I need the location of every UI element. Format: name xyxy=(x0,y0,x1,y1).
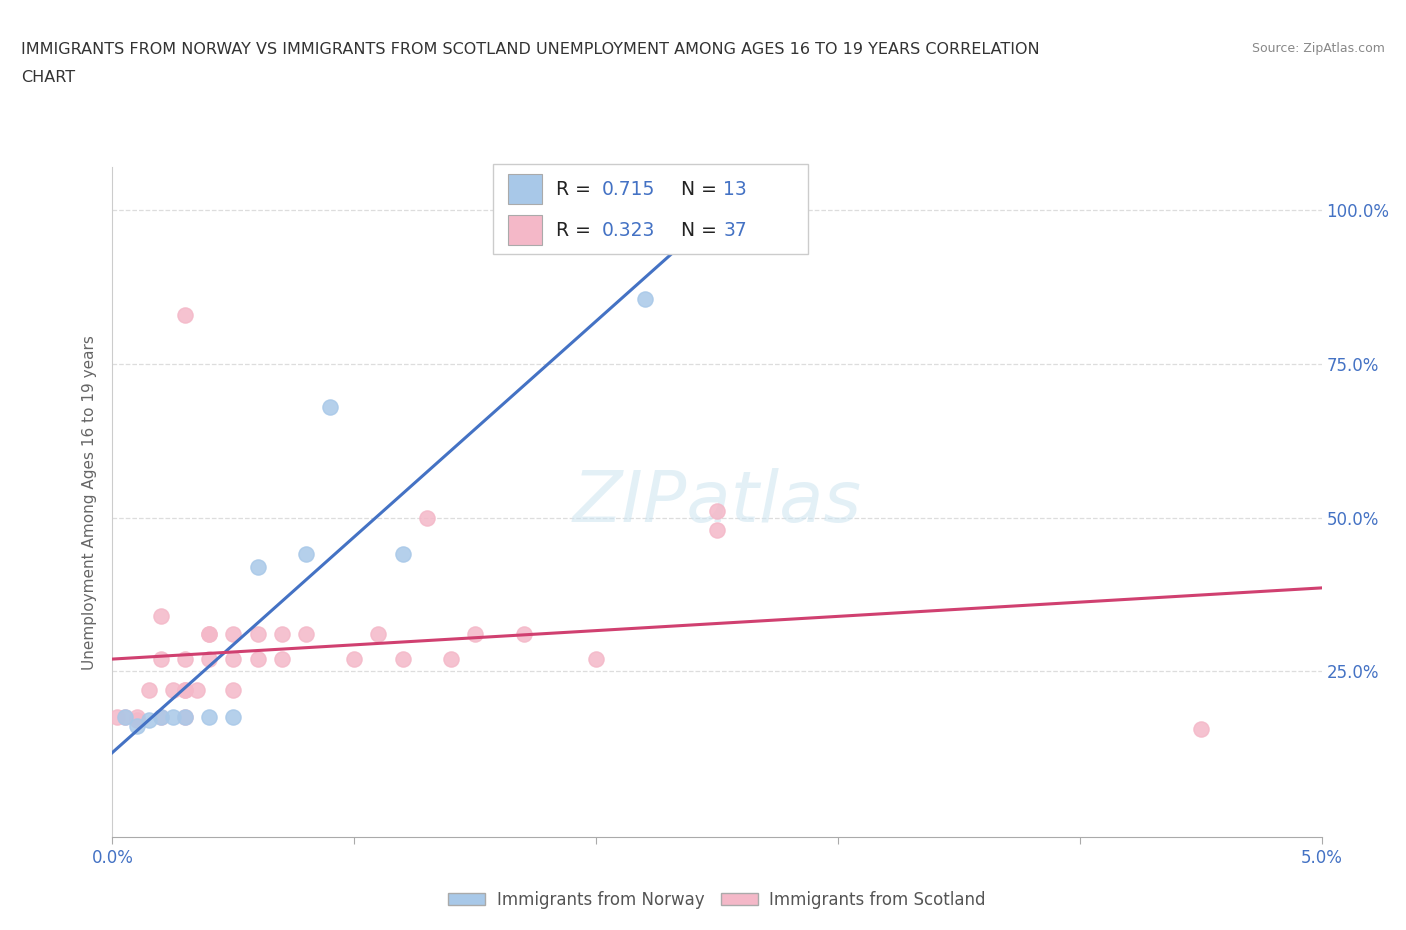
Point xyxy=(367,627,389,642)
Point xyxy=(149,651,172,666)
Point xyxy=(198,627,221,642)
Point xyxy=(138,682,160,697)
Y-axis label: Unemployment Among Ages 16 to 19 years: Unemployment Among Ages 16 to 19 years xyxy=(82,335,97,670)
Point xyxy=(512,627,534,642)
Point xyxy=(246,627,269,642)
Point xyxy=(319,400,342,415)
Point xyxy=(174,682,197,697)
Point xyxy=(295,627,318,642)
Text: 37: 37 xyxy=(723,220,747,240)
Text: ZIPatlas: ZIPatlas xyxy=(572,468,862,537)
Point xyxy=(222,710,245,724)
Point xyxy=(149,710,172,724)
Point xyxy=(391,547,413,562)
Point xyxy=(162,710,184,724)
Point xyxy=(222,682,245,697)
Point xyxy=(416,511,439,525)
Point xyxy=(174,651,197,666)
Point xyxy=(270,651,292,666)
Point xyxy=(138,712,160,727)
Point xyxy=(198,651,221,666)
FancyBboxPatch shape xyxy=(508,174,541,204)
Text: N =: N = xyxy=(662,179,723,199)
Point xyxy=(222,627,245,642)
FancyBboxPatch shape xyxy=(508,215,541,246)
Point xyxy=(585,651,607,666)
Text: 0.715: 0.715 xyxy=(602,179,655,199)
Text: R =: R = xyxy=(557,179,598,199)
Point xyxy=(149,710,172,724)
Point xyxy=(1189,722,1212,737)
Point xyxy=(270,627,292,642)
Point xyxy=(125,710,148,724)
Text: IMMIGRANTS FROM NORWAY VS IMMIGRANTS FROM SCOTLAND UNEMPLOYMENT AMONG AGES 16 TO: IMMIGRANTS FROM NORWAY VS IMMIGRANTS FRO… xyxy=(21,42,1039,57)
Point xyxy=(706,504,728,519)
Point xyxy=(125,719,148,734)
Point xyxy=(246,651,269,666)
Point xyxy=(174,710,197,724)
FancyBboxPatch shape xyxy=(494,164,807,255)
Point xyxy=(105,710,128,724)
Point xyxy=(440,651,463,666)
Point xyxy=(222,651,245,666)
Point xyxy=(633,292,655,307)
Point xyxy=(464,627,486,642)
Point xyxy=(114,710,136,724)
Point xyxy=(174,308,197,323)
Point xyxy=(198,710,221,724)
Point xyxy=(174,710,197,724)
Point xyxy=(343,651,366,666)
Point xyxy=(149,608,172,623)
Point xyxy=(706,523,728,538)
Legend: Immigrants from Norway, Immigrants from Scotland: Immigrants from Norway, Immigrants from … xyxy=(441,884,993,916)
Point xyxy=(174,682,197,697)
Point xyxy=(246,559,269,574)
Point xyxy=(186,682,208,697)
Point xyxy=(114,710,136,724)
Text: N =: N = xyxy=(662,220,723,240)
Point xyxy=(391,651,413,666)
Point xyxy=(198,627,221,642)
Text: 0.323: 0.323 xyxy=(602,220,655,240)
Text: R =: R = xyxy=(557,220,598,240)
Point xyxy=(125,712,148,727)
Text: Source: ZipAtlas.com: Source: ZipAtlas.com xyxy=(1251,42,1385,55)
Point xyxy=(295,547,318,562)
Point xyxy=(162,682,184,697)
Text: CHART: CHART xyxy=(21,70,75,85)
Text: 13: 13 xyxy=(723,179,747,199)
